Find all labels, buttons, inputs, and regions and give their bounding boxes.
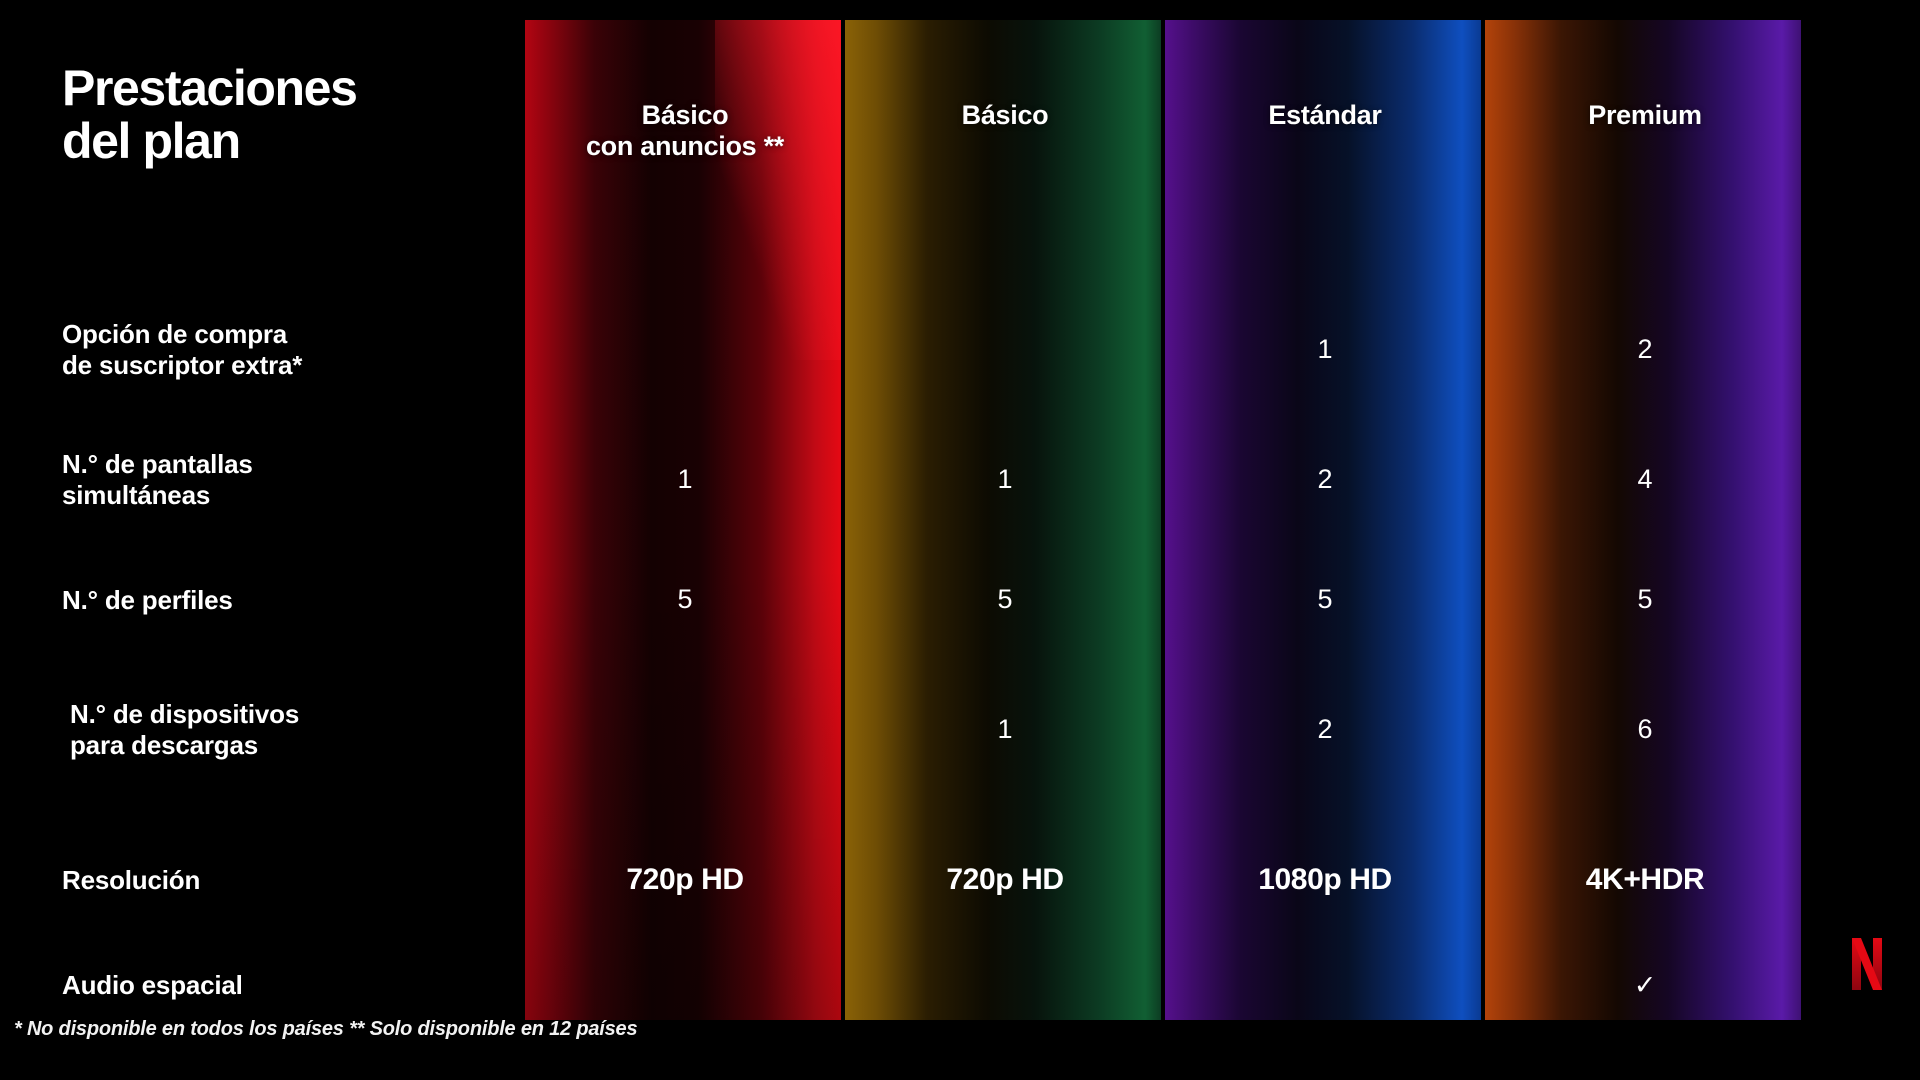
- cell-screens-premium: 4: [1637, 464, 1653, 495]
- cell-extra-member-premium: 2: [1637, 334, 1653, 365]
- cell-resolution-basico: 720p HD: [946, 863, 1064, 897]
- cell-resolution-estandar: 1080p HD: [1258, 863, 1392, 897]
- table-row-spatial-audio: Audio espacial ✓: [0, 950, 1920, 1020]
- plan-header-estandar[interactable]: Estándar: [1268, 100, 1382, 130]
- table-row-resolution: Resolución 720p HD 720p HD 1080p HD 4K+H…: [0, 845, 1920, 915]
- table-row-screens: N.° de pantallas simultáneas 1 1 2 4: [0, 440, 1920, 520]
- cell-resolution-basico-con-anuncios: 720p HD: [626, 863, 744, 897]
- table-row-profiles: N.° de perfiles 5 5 5 5: [0, 565, 1920, 635]
- checkmark-icon: ✓: [1633, 969, 1657, 1000]
- cell-profiles-basico-con-anuncios: 5: [677, 584, 693, 615]
- feature-label-spatial-audio: Audio espacial: [62, 969, 243, 1000]
- cell-download-devices-premium: 6: [1637, 714, 1653, 745]
- netflix-n-logo: [1852, 938, 1882, 990]
- cell-download-devices-estandar: 2: [1317, 714, 1333, 745]
- feature-label-resolution: Resolución: [62, 864, 201, 895]
- table-row-extra-member: Opción de compra de suscriptor extra* 1 …: [0, 310, 1920, 390]
- feature-label-screens: N.° de pantallas simultáneas: [62, 449, 253, 510]
- cell-screens-estandar: 2: [1317, 464, 1333, 495]
- feature-label-extra-member: Opción de compra de suscriptor extra*: [62, 319, 303, 380]
- cell-profiles-basico: 5: [997, 584, 1013, 615]
- cell-download-devices-basico: 1: [997, 714, 1013, 745]
- cell-screens-basico-con-anuncios: 1: [677, 464, 693, 495]
- footnote: * No disponible en todos los países ** S…: [14, 1018, 638, 1040]
- table-row-download-devices: N.° de dispositivos para descargas 1 2 6: [0, 690, 1920, 770]
- page-title: Prestaciones del plan: [62, 60, 358, 169]
- cell-extra-member-estandar: 1: [1317, 334, 1333, 365]
- table-header-row: Prestaciones del plan Básico con anuncio…: [0, 62, 1920, 180]
- cell-screens-basico: 1: [997, 464, 1013, 495]
- cell-profiles-estandar: 5: [1317, 584, 1333, 615]
- plan-header-basico-con-anuncios[interactable]: Básico con anuncios **: [585, 100, 785, 161]
- feature-label-profiles: N.° de perfiles: [62, 584, 233, 615]
- cell-profiles-premium: 5: [1637, 584, 1653, 615]
- plan-header-premium[interactable]: Premium: [1588, 100, 1702, 130]
- cell-resolution-premium: 4K+HDR: [1585, 863, 1705, 897]
- plan-header-basico[interactable]: Básico: [961, 100, 1049, 130]
- feature-label-download-devices: N.° de dispositivos para descargas: [70, 699, 300, 760]
